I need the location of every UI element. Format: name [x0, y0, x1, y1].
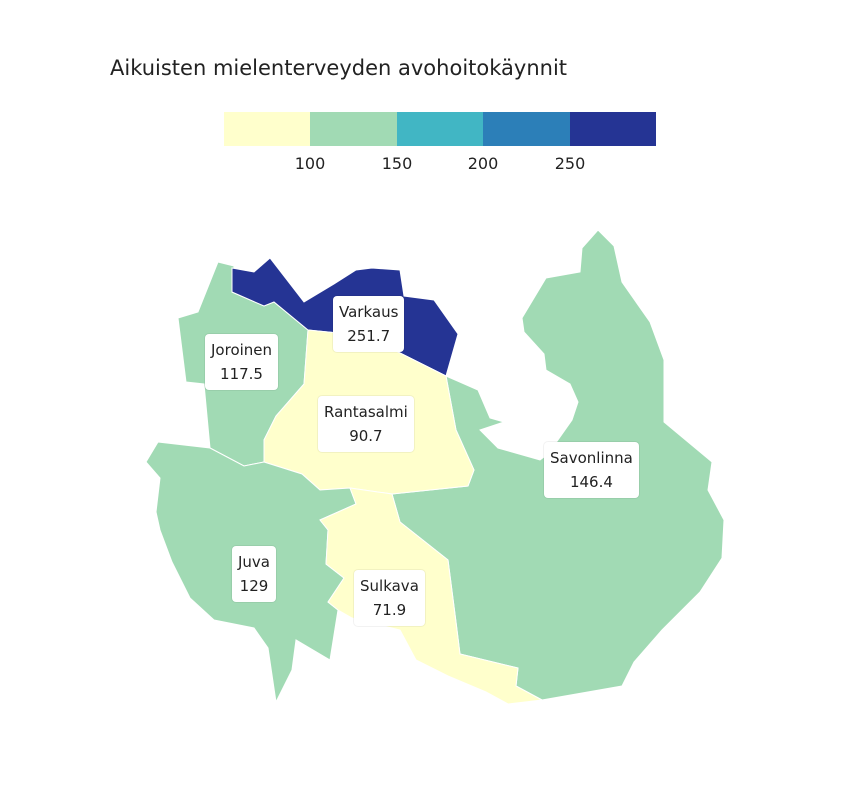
- region-value: 251.7: [347, 327, 391, 345]
- region-label-joroinen: Joroinen 117.5: [205, 334, 279, 390]
- region-value: 90.7: [349, 427, 383, 445]
- region-name: Savonlinna: [550, 449, 633, 467]
- region-name: Rantasalmi: [324, 403, 408, 421]
- region-value: 117.5: [220, 365, 263, 383]
- legend-swatch: [224, 112, 311, 146]
- color-legend: 100 150 200 250: [224, 112, 656, 173]
- legend-tick: 250: [554, 154, 586, 173]
- region-name: Juva: [238, 553, 270, 571]
- legend-tick: 150: [381, 154, 413, 173]
- region-label-varkaus: Varkaus 251.7: [333, 296, 405, 352]
- legend-bar: [224, 112, 656, 146]
- region-name: Sulkava: [360, 577, 419, 595]
- legend-swatch: [483, 112, 570, 146]
- region-label-rantasalmi: Rantasalmi 90.7: [318, 396, 414, 452]
- region-value: 146.4: [569, 473, 613, 491]
- legend-swatch: [396, 112, 484, 146]
- legend-tick: 200: [467, 154, 499, 173]
- legend-tick: 100: [294, 154, 326, 173]
- legend-swatch: [569, 112, 656, 146]
- region-label-savonlinna: Savonlinna 146.4: [544, 442, 639, 498]
- region-value: 71.9: [372, 601, 407, 619]
- region-name: Joroinen: [211, 341, 273, 359]
- legend-swatch: [310, 112, 397, 146]
- region-label-juva: Juva 129: [232, 546, 276, 602]
- page-title: Aikuisten mielenterveyden avohoitokäynni…: [110, 56, 568, 80]
- region-label-sulkava: Sulkava 71.9: [354, 570, 425, 626]
- region-value: 129: [239, 577, 269, 595]
- region-name: Varkaus: [339, 303, 399, 321]
- region-sulkava[interactable]: [319, 487, 544, 705]
